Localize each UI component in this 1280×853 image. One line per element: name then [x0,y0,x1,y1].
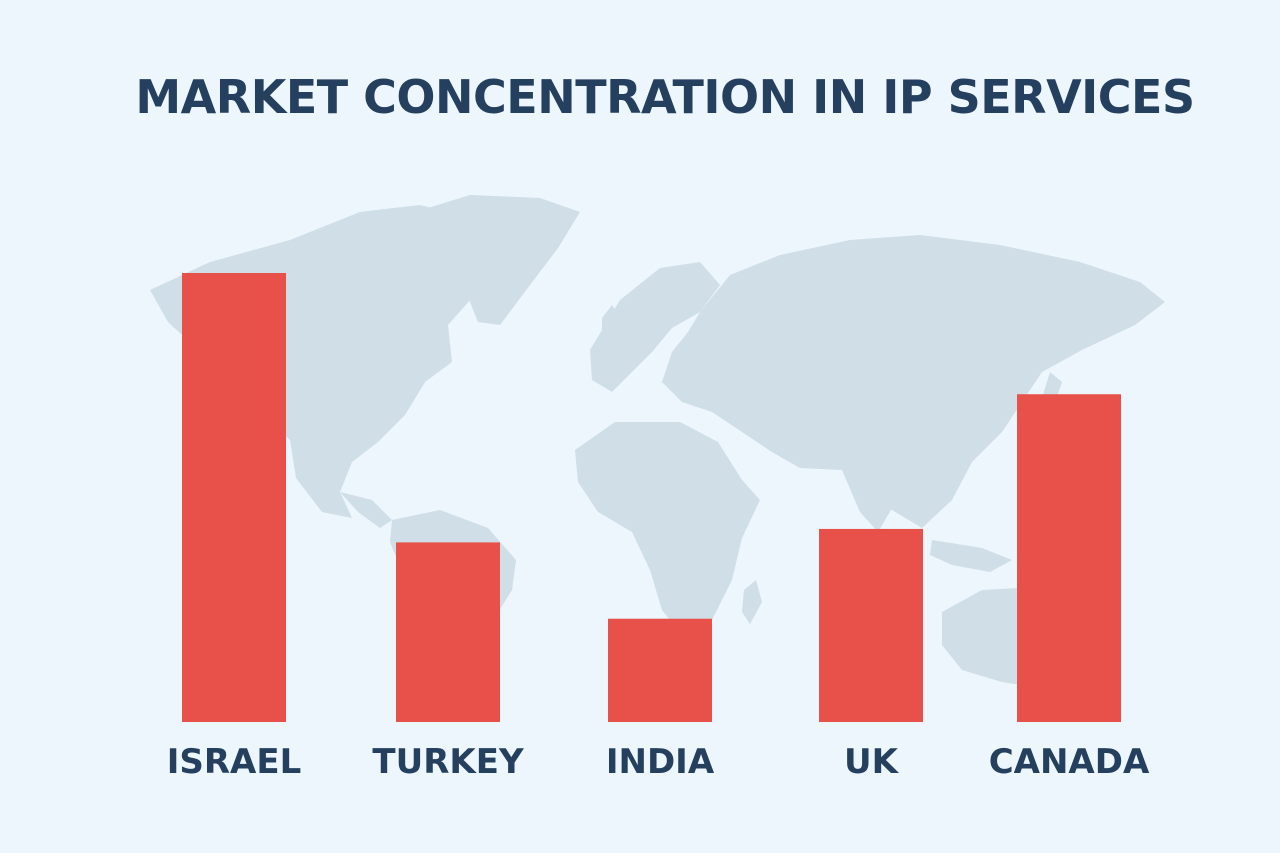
category-label-india: INDIA [606,742,715,782]
category-label-uk: UK [844,742,900,782]
category-label-turkey: TURKEY [372,742,524,782]
bar-canada [1017,394,1121,722]
category-labels-group: ISRAEL TURKEY INDIA UK CANADA [167,742,1150,782]
category-label-canada: CANADA [989,742,1150,782]
bar-india [608,618,712,722]
bar-israel [182,273,286,722]
bar-uk [819,528,923,722]
bar-turkey [396,542,500,722]
bars-group [182,273,1121,722]
category-label-israel: ISRAEL [167,742,302,782]
chart-title: MARKET CONCENTRATION IN IP SERVICES [135,70,1195,124]
